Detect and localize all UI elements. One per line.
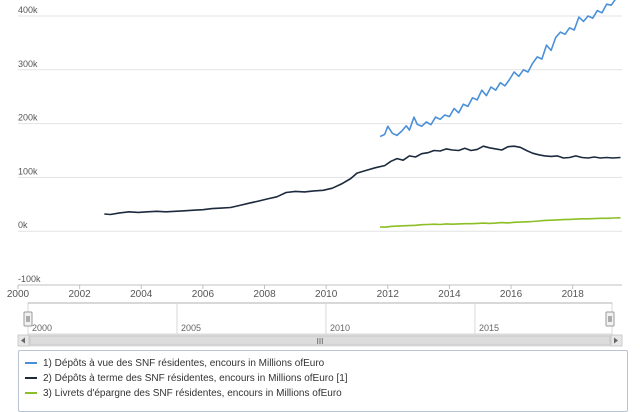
legend-item-1[interactable]: 1) Dépôts à vue des SNF résidentes, enco… <box>25 356 324 370</box>
y-gridlines <box>18 15 622 286</box>
y-tick-label: 300k <box>18 59 38 69</box>
x-tick-label: 2018 <box>562 289 585 300</box>
series-line-2 <box>104 145 621 216</box>
series-line-3 <box>380 217 621 228</box>
y-tick-label: 0k <box>18 220 28 230</box>
navigator-tick-label: 2000 <box>32 323 52 333</box>
y-tick-label: 100k <box>18 166 38 176</box>
x-tick-label: 2010 <box>315 289 338 300</box>
navigator-tick-label: 2005 <box>181 323 201 333</box>
navigator[interactable]: 2000 2005 2010 2015 <box>23 302 615 335</box>
legend-label: 2) Dépôts à terme des SNF résidentes, en… <box>43 372 348 384</box>
scrollbar[interactable]: III <box>17 334 623 347</box>
scrollbar-thumb[interactable] <box>29 335 611 346</box>
series-lines <box>104 0 621 228</box>
y-tick-label: 400k <box>18 5 38 15</box>
legend-item-3[interactable]: 3) Livrets d'épargne des SNF résidentes,… <box>25 386 342 400</box>
line-chart: 400k 300k 200k 100k 0k -100k 2000 2002 2004 2006… <box>7 0 623 347</box>
legend-label: 3) Livrets d'épargne des SNF résidentes,… <box>43 387 342 399</box>
navigator-tick-label: 2015 <box>479 323 499 333</box>
legend-item-2[interactable]: 2) Dépôts à terme des SNF résidentes, en… <box>25 371 348 385</box>
x-tick-label: 2016 <box>500 289 523 300</box>
x-tick-label: 2014 <box>438 289 461 300</box>
legend-swatch <box>25 362 37 364</box>
scrollbar-right-arrow[interactable] <box>610 334 623 347</box>
scrollbar-grip[interactable]: III <box>317 337 324 346</box>
legend-swatch <box>25 377 37 379</box>
x-tick-label: 2006 <box>192 289 215 300</box>
x-tick-label: 2012 <box>377 289 400 300</box>
y-axis: 400k 300k 200k 100k 0k -100k <box>18 5 41 284</box>
x-tick-label: 2004 <box>130 289 153 300</box>
x-axis: 2000 2002 2004 2006 2008 2010 2012 2014 2016 2018 <box>7 285 584 300</box>
legend: 1) Dépôts à vue des SNF résidentes, enco… <box>18 350 628 412</box>
navigator-handle-left[interactable] <box>23 311 33 327</box>
x-tick-label: 2002 <box>69 289 92 300</box>
y-tick-label: 200k <box>18 113 38 123</box>
chart-container: 400k 300k 200k 100k 0k -100k 2000 2002 2004 2006… <box>7 0 628 412</box>
x-tick-label: 2000 <box>7 289 30 300</box>
scrollbar-left-arrow[interactable] <box>17 334 30 347</box>
x-tick-label: 2008 <box>253 289 276 300</box>
navigator-tick-label: 2010 <box>330 323 350 333</box>
navigator-background <box>27 302 613 335</box>
legend-swatch <box>25 392 37 394</box>
navigator-handle-right[interactable] <box>605 311 615 327</box>
series-line-1 <box>379 0 616 138</box>
y-tick-label: -100k <box>18 274 41 284</box>
legend-label: 1) Dépôts à vue des SNF résidentes, enco… <box>43 357 325 369</box>
